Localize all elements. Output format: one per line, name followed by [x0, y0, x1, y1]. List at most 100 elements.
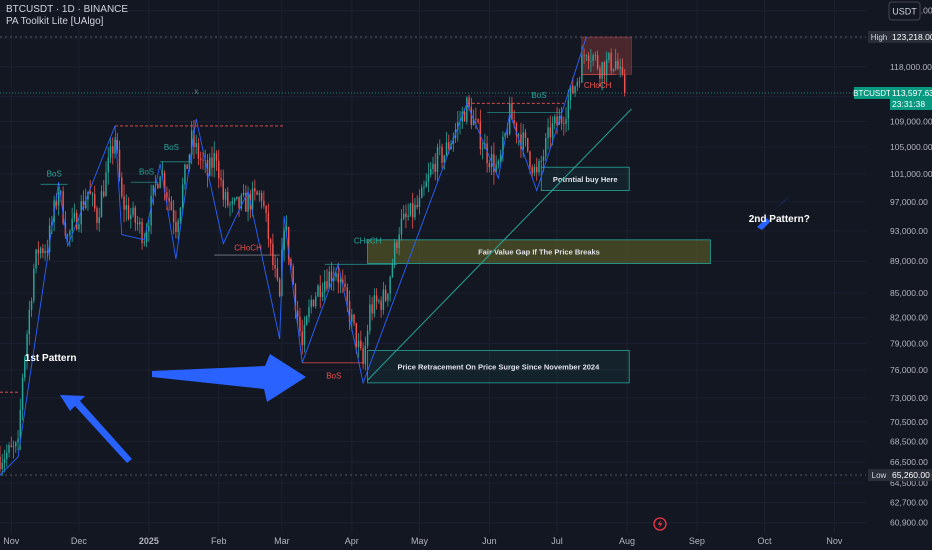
zone-box [540, 166, 630, 191]
candle-body [360, 340, 362, 349]
x-tick-label: Sep [689, 536, 705, 546]
candle-body [303, 325, 306, 346]
candle-body [55, 200, 58, 206]
x-tick-label: Nov [3, 536, 20, 546]
candle-body [545, 138, 547, 157]
candle-body [335, 273, 337, 278]
candle-body [321, 291, 324, 298]
candle-body [416, 204, 418, 208]
pattern-label: 1st Pattern [25, 353, 77, 364]
zone-box [367, 239, 711, 264]
candle-body [177, 220, 179, 232]
candle-body [238, 196, 240, 209]
candle-body [472, 118, 475, 126]
candle-body [141, 221, 143, 243]
candle-body [184, 164, 186, 185]
candle-body [202, 159, 204, 161]
candle-body [411, 203, 414, 218]
candle-body [75, 212, 78, 230]
candle-body [290, 259, 292, 267]
candle-body [294, 284, 297, 311]
structure-label: CHoCH [234, 243, 262, 252]
candle-body [549, 127, 552, 138]
candle-body [326, 281, 328, 289]
candle-body [585, 55, 588, 57]
y-tick-label: 76,000.00 [890, 365, 928, 375]
candle-body [143, 241, 146, 243]
candle-body [109, 146, 112, 158]
candle-body [371, 304, 373, 314]
candle-body [301, 331, 303, 346]
candle-body [33, 268, 35, 301]
x-tick-label: May [411, 536, 429, 546]
candle-body [267, 213, 270, 240]
arrow-shape [152, 354, 306, 402]
symbol-title[interactable]: BTCUSDT · 1D · BINANCE [6, 4, 129, 15]
candle-body [508, 103, 511, 134]
candle-body [224, 192, 227, 200]
candle-body [231, 201, 234, 205]
x-tick-label: Nov [826, 536, 843, 546]
candle-body [39, 248, 42, 254]
candle-body [551, 123, 554, 138]
currency-button[interactable]: USDT [888, 1, 921, 21]
x-tick-label: Apr [345, 536, 359, 546]
x-tick-label: Jun [482, 536, 497, 546]
zone-box [367, 349, 630, 384]
candle-body [218, 160, 220, 179]
candle-body [170, 201, 173, 210]
x-tick-label: Aug [619, 536, 635, 546]
candle-body [296, 310, 299, 317]
candle-body [148, 225, 150, 232]
candle-body [139, 221, 141, 225]
candle-body [256, 191, 258, 195]
candle-body [441, 146, 443, 163]
candle-body [495, 164, 497, 173]
candle-body [91, 194, 94, 195]
candle-body [278, 279, 281, 296]
candle-body [44, 250, 46, 254]
candle-body [493, 154, 495, 173]
candle-body [172, 209, 175, 223]
candle-body [592, 55, 594, 61]
candle-body [617, 60, 619, 69]
candle-body [62, 191, 64, 224]
candle-body [285, 226, 288, 231]
price-tags: High 123,218.00 Low 65,260.00 BTCUSDT 113,597… [853, 30, 932, 482]
x-tick-label: Feb [211, 536, 227, 546]
candle-body [220, 178, 222, 181]
structure-labels: BoS BoS BoS CHoCH CHoCH BoS BoS CHoCH x [47, 81, 612, 380]
candle-body [152, 185, 155, 196]
structure-label: BoS [326, 371, 341, 380]
candle-body [355, 322, 358, 347]
candle-body [407, 215, 409, 217]
candle-body [375, 295, 378, 302]
candle-body [51, 222, 53, 226]
candle-body [475, 118, 477, 120]
candle-body [578, 81, 581, 83]
candle-body [581, 55, 583, 83]
candle-body [312, 299, 315, 307]
structure-label: BoS [531, 91, 546, 100]
candle-body [346, 287, 349, 301]
indicator-title[interactable]: PA Toolkit Lite [UAlgo] [6, 16, 104, 27]
time-axis: Nov Dec 2025 Feb Mar Apr May Jun Jul Aug Sep Oct Nov [3, 536, 843, 546]
candle-body [274, 265, 276, 269]
candle-body [590, 60, 592, 62]
y-tick-label: 101,000.00 [890, 169, 932, 179]
y-tick-label: 93,000.00 [890, 226, 928, 236]
candle-body [434, 163, 436, 173]
candle-body [28, 309, 31, 335]
candle-body [1, 462, 3, 470]
candle-body [511, 103, 513, 121]
candle-body [533, 166, 536, 174]
replay-icon[interactable] [653, 517, 667, 531]
tag-label-bg [868, 469, 890, 482]
candle-body [499, 154, 502, 162]
candle-body [258, 193, 261, 195]
candle-body [427, 174, 430, 182]
candle-body [12, 446, 15, 448]
